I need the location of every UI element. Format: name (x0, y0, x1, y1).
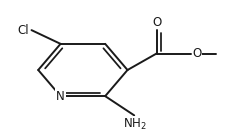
Text: O: O (191, 47, 201, 60)
Text: Cl: Cl (18, 24, 29, 37)
Text: O: O (151, 16, 160, 29)
Text: N: N (56, 90, 65, 103)
Text: NH$_2$: NH$_2$ (123, 117, 146, 132)
